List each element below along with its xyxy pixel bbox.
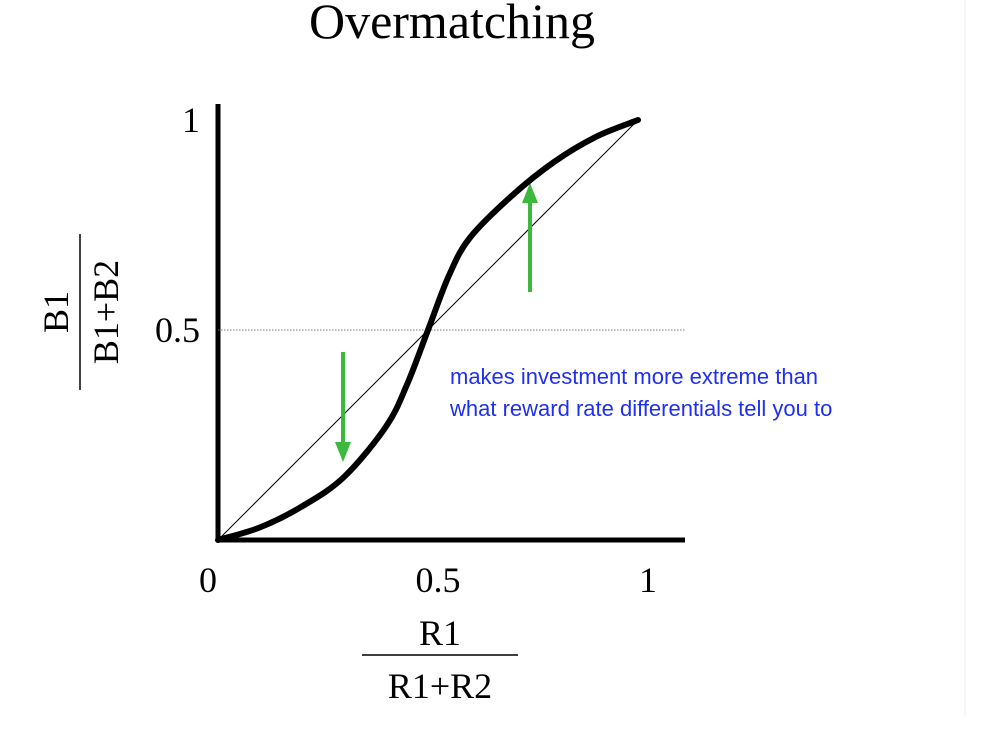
- y-label-denominator: B1+B2: [86, 260, 126, 364]
- up-arrowhead: [522, 183, 538, 203]
- y-label-numerator: B1: [36, 291, 76, 333]
- y-label: B1 B1+B2: [36, 234, 126, 390]
- y-tick-label: 0.5: [155, 310, 200, 350]
- curve: [215, 117, 641, 543]
- x-tick-label: 0.5: [416, 560, 461, 600]
- x-tick-label: 1: [639, 560, 657, 600]
- x-tick-label: 0: [199, 560, 217, 600]
- chart-title: Overmatching: [309, 0, 595, 49]
- y-tick-label: 1: [182, 100, 200, 140]
- x-label-denominator: R1+R2: [388, 666, 492, 706]
- annotation: makes investment more extreme than: [450, 364, 818, 389]
- annotation: what reward rate differentials tell you …: [449, 396, 832, 421]
- arrows: [335, 183, 538, 462]
- down-arrowhead: [335, 442, 351, 462]
- x-label-numerator: R1: [419, 613, 461, 653]
